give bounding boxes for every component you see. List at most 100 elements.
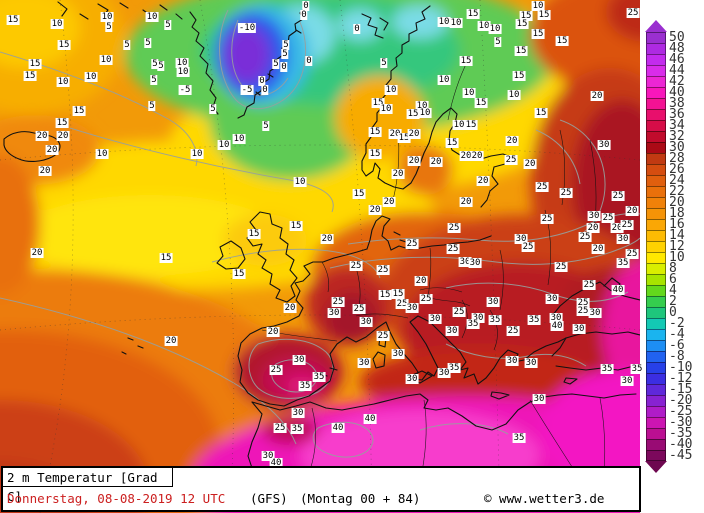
temp-label: 35 xyxy=(312,372,326,382)
temp-label: 5 xyxy=(494,37,502,47)
temp-label: 20 xyxy=(470,151,484,161)
temp-label: 25 xyxy=(620,220,634,230)
temp-label: 30 xyxy=(292,355,306,365)
temp-label: 10 xyxy=(477,21,491,31)
temperature-field-map xyxy=(0,0,640,513)
colorbar-tick-label: -4 xyxy=(669,327,685,342)
temp-label: 25 xyxy=(376,331,390,341)
colorbar-entry: 42 xyxy=(646,75,692,88)
colorbar-tick-label: 28 xyxy=(669,151,685,166)
colorbar-tick-label: -20 xyxy=(669,393,693,408)
temp-label: 20 xyxy=(586,223,600,233)
temp-label: 15 xyxy=(512,71,526,81)
colorbar-tick-label: -10 xyxy=(669,360,693,375)
temp-label: 30 xyxy=(572,324,586,334)
temp-label: 20 xyxy=(38,166,52,176)
temp-label: 15 xyxy=(391,289,405,299)
colorbar-tick-label: 6 xyxy=(669,272,677,287)
credit-link[interactable]: © www.wetter3.de xyxy=(484,491,605,506)
colorbar-swatch xyxy=(646,318,666,329)
colorbar-swatch xyxy=(646,175,666,186)
colorbar-swatch xyxy=(646,54,666,65)
colorbar-swatch xyxy=(646,186,666,197)
temp-label: 30 xyxy=(405,374,419,384)
colorbar-arrow-down-icon xyxy=(645,461,667,473)
colorbar-entry: 40 xyxy=(646,86,692,99)
temp-label: 15 xyxy=(368,127,382,137)
colorbar-swatch xyxy=(646,384,666,395)
temp-label: 15 xyxy=(531,29,545,39)
colorbar-entry: -45 xyxy=(646,449,692,462)
colorbar-entry: 2 xyxy=(646,295,692,308)
colorbar-entry: 8 xyxy=(646,262,692,275)
temp-label: 25 xyxy=(559,188,573,198)
temperature-map: 15 10 15 15 15 10 10 5 5 10 10 15 10 5 5 5 5 10 10 5 -5 5 5 -10… xyxy=(0,0,644,513)
temp-label: 20 xyxy=(391,169,405,179)
temp-label: 10 xyxy=(100,12,114,22)
temp-label: 25 xyxy=(504,155,518,165)
colorbar-entry: -8 xyxy=(646,350,692,363)
temp-label: 20 xyxy=(56,131,70,141)
temp-label: 20 xyxy=(459,151,473,161)
colorbar-swatch xyxy=(646,98,666,109)
colorbar-tick-label: 10 xyxy=(669,250,685,265)
colorbar-entry: -30 xyxy=(646,416,692,429)
temp-label: 15 xyxy=(466,9,480,19)
temp-label: 20 xyxy=(45,145,59,155)
colorbar-entry: 34 xyxy=(646,118,692,133)
temp-label: 10 xyxy=(449,18,463,28)
temp-label: 5 xyxy=(262,121,270,131)
colorbar-swatch xyxy=(646,32,666,43)
temp-label: 20 xyxy=(505,136,519,146)
colorbar-tick-label: 34 xyxy=(669,118,685,133)
colorbar-tick-label: 16 xyxy=(669,217,685,232)
temp-label: 15 xyxy=(72,106,86,116)
temp-label: 15 xyxy=(537,10,551,20)
colorbar-tick-label: 50 xyxy=(669,30,685,45)
temp-label: 0 xyxy=(302,1,310,11)
temp-label: 10 xyxy=(232,134,246,144)
temp-label: 30 xyxy=(445,326,459,336)
temp-label: 25 xyxy=(601,213,615,223)
temp-label: 15 xyxy=(232,269,246,279)
run-info-line: Donnerstag, 08-08-2019 12 UTC (GFS) (Mon… xyxy=(3,490,639,508)
temp-label: 20 xyxy=(625,206,639,216)
colorbar-swatch xyxy=(646,109,666,120)
temp-label: 40 xyxy=(269,458,283,468)
temp-label: 25 xyxy=(273,423,287,433)
colorbar-entry: 26 xyxy=(646,163,692,176)
temp-label: 10 xyxy=(452,120,466,130)
temp-label: 15 xyxy=(445,138,459,148)
colorbar-swatch xyxy=(646,274,666,285)
colorbar-tick-label: -25 xyxy=(669,404,693,419)
colorbar-tick-label: -15 xyxy=(669,382,693,397)
colorbar-entry: -10 xyxy=(646,360,693,375)
colorbar-entry: 38 xyxy=(646,96,692,111)
colorbar-tick-label: 20 xyxy=(669,195,685,210)
colorbar-swatch xyxy=(646,142,666,153)
colorbar-entry: 4 xyxy=(646,284,692,297)
colorbar-swatch xyxy=(646,362,666,373)
colorbar-swatch xyxy=(646,208,666,219)
temp-label: 25 xyxy=(540,214,554,224)
temp-label: 25 xyxy=(349,261,363,271)
temp-label: 15 xyxy=(289,221,303,231)
temp-label: 0 xyxy=(305,56,313,66)
temp-label: 10 xyxy=(56,77,70,87)
temp-label: 20 xyxy=(388,129,402,139)
temp-label: 15 xyxy=(23,71,37,81)
temp-label: 25 xyxy=(376,265,390,275)
colorbar-tick-label: 44 xyxy=(669,63,685,78)
colorbar-entry: 24 xyxy=(646,174,692,187)
temp-label: 35 xyxy=(616,258,630,268)
temp-label: -10 xyxy=(237,23,257,33)
temp-label: 5 xyxy=(105,22,113,32)
temp-label: 25 xyxy=(582,280,596,290)
colorbar-tick-label: 38 xyxy=(669,96,685,111)
colorbar-swatch xyxy=(646,263,666,274)
temp-label: 25 xyxy=(576,306,590,316)
colorbar-tick-label: 36 xyxy=(669,107,685,122)
temp-label: 15 xyxy=(57,40,71,50)
temp-label: 5 xyxy=(380,58,388,68)
temp-label: 20 xyxy=(283,303,297,313)
